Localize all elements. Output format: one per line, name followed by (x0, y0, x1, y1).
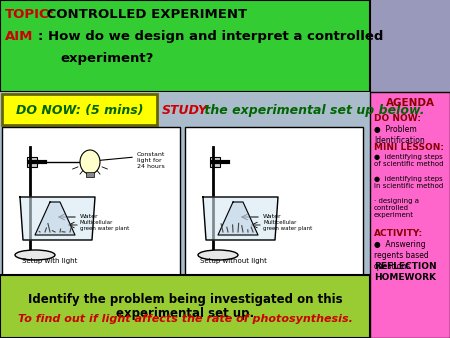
Bar (0, 92, 450, 127)
Text: ●  identifying steps
of scientific method: ● identifying steps of scientific method (374, 154, 444, 167)
Bar (2, 127, 180, 275)
Bar (2, 94, 157, 125)
Text: : How do we design and interpret a controlled: : How do we design and interpret a contr… (38, 30, 383, 43)
Polygon shape (218, 202, 258, 235)
Bar (370, 92, 450, 338)
Text: STUDY: STUDY (162, 104, 208, 117)
Polygon shape (20, 197, 95, 240)
Text: Multicellular
green water plant: Multicellular green water plant (263, 220, 312, 231)
Text: To find out if light affects the rate of photosynthesis.: To find out if light affects the rate of… (18, 314, 352, 324)
Text: ACTIVITY:: ACTIVITY: (374, 229, 423, 238)
Polygon shape (203, 197, 278, 240)
Text: ●  identifying steps
in scientific method: ● identifying steps in scientific method (374, 176, 443, 189)
Ellipse shape (15, 250, 55, 260)
Text: AIM: AIM (5, 30, 33, 43)
Text: Setup without light: Setup without light (199, 258, 266, 264)
Text: TOPIC:: TOPIC: (5, 8, 55, 21)
Polygon shape (35, 202, 75, 235)
Text: Constant
light for
24 hours: Constant light for 24 hours (137, 152, 166, 169)
Text: DO NOW: (5 mins): DO NOW: (5 mins) (16, 104, 144, 117)
Text: experiment?: experiment? (60, 52, 153, 65)
Bar (210, 157, 220, 167)
Text: AGENDA: AGENDA (386, 98, 435, 108)
Text: MINI LESSON:: MINI LESSON: (374, 143, 444, 152)
Text: DO NOW:: DO NOW: (374, 114, 421, 123)
Ellipse shape (80, 150, 100, 174)
Text: ●  Problem
Identification: ● Problem Identification (374, 125, 425, 145)
Text: HOMEWORK: HOMEWORK (374, 273, 436, 282)
Text: · designing a
controlled
experiment: · designing a controlled experiment (374, 198, 419, 218)
Text: Water: Water (263, 215, 282, 219)
Text: Multicellular
green water plant: Multicellular green water plant (80, 220, 129, 231)
Text: Water: Water (80, 215, 99, 219)
Bar (27, 157, 37, 167)
Text: Setup with light: Setup with light (22, 258, 78, 264)
Text: Identify the problem being investigated on this
experimental set up.: Identify the problem being investigated … (28, 292, 342, 320)
Text: the experimental set up below.: the experimental set up below. (200, 104, 424, 117)
Bar (0, 275, 370, 338)
Text: CONTROLLED EXPERIMENT: CONTROLLED EXPERIMENT (5, 8, 247, 21)
Bar (86, 172, 94, 177)
Text: ●  Answering
regents based
questions: ● Answering regents based questions (374, 240, 429, 271)
Text: REFLECTION: REFLECTION (374, 262, 436, 271)
Ellipse shape (198, 250, 238, 260)
Bar (185, 127, 363, 275)
Bar (0, 0, 370, 92)
Bar (370, 0, 450, 92)
